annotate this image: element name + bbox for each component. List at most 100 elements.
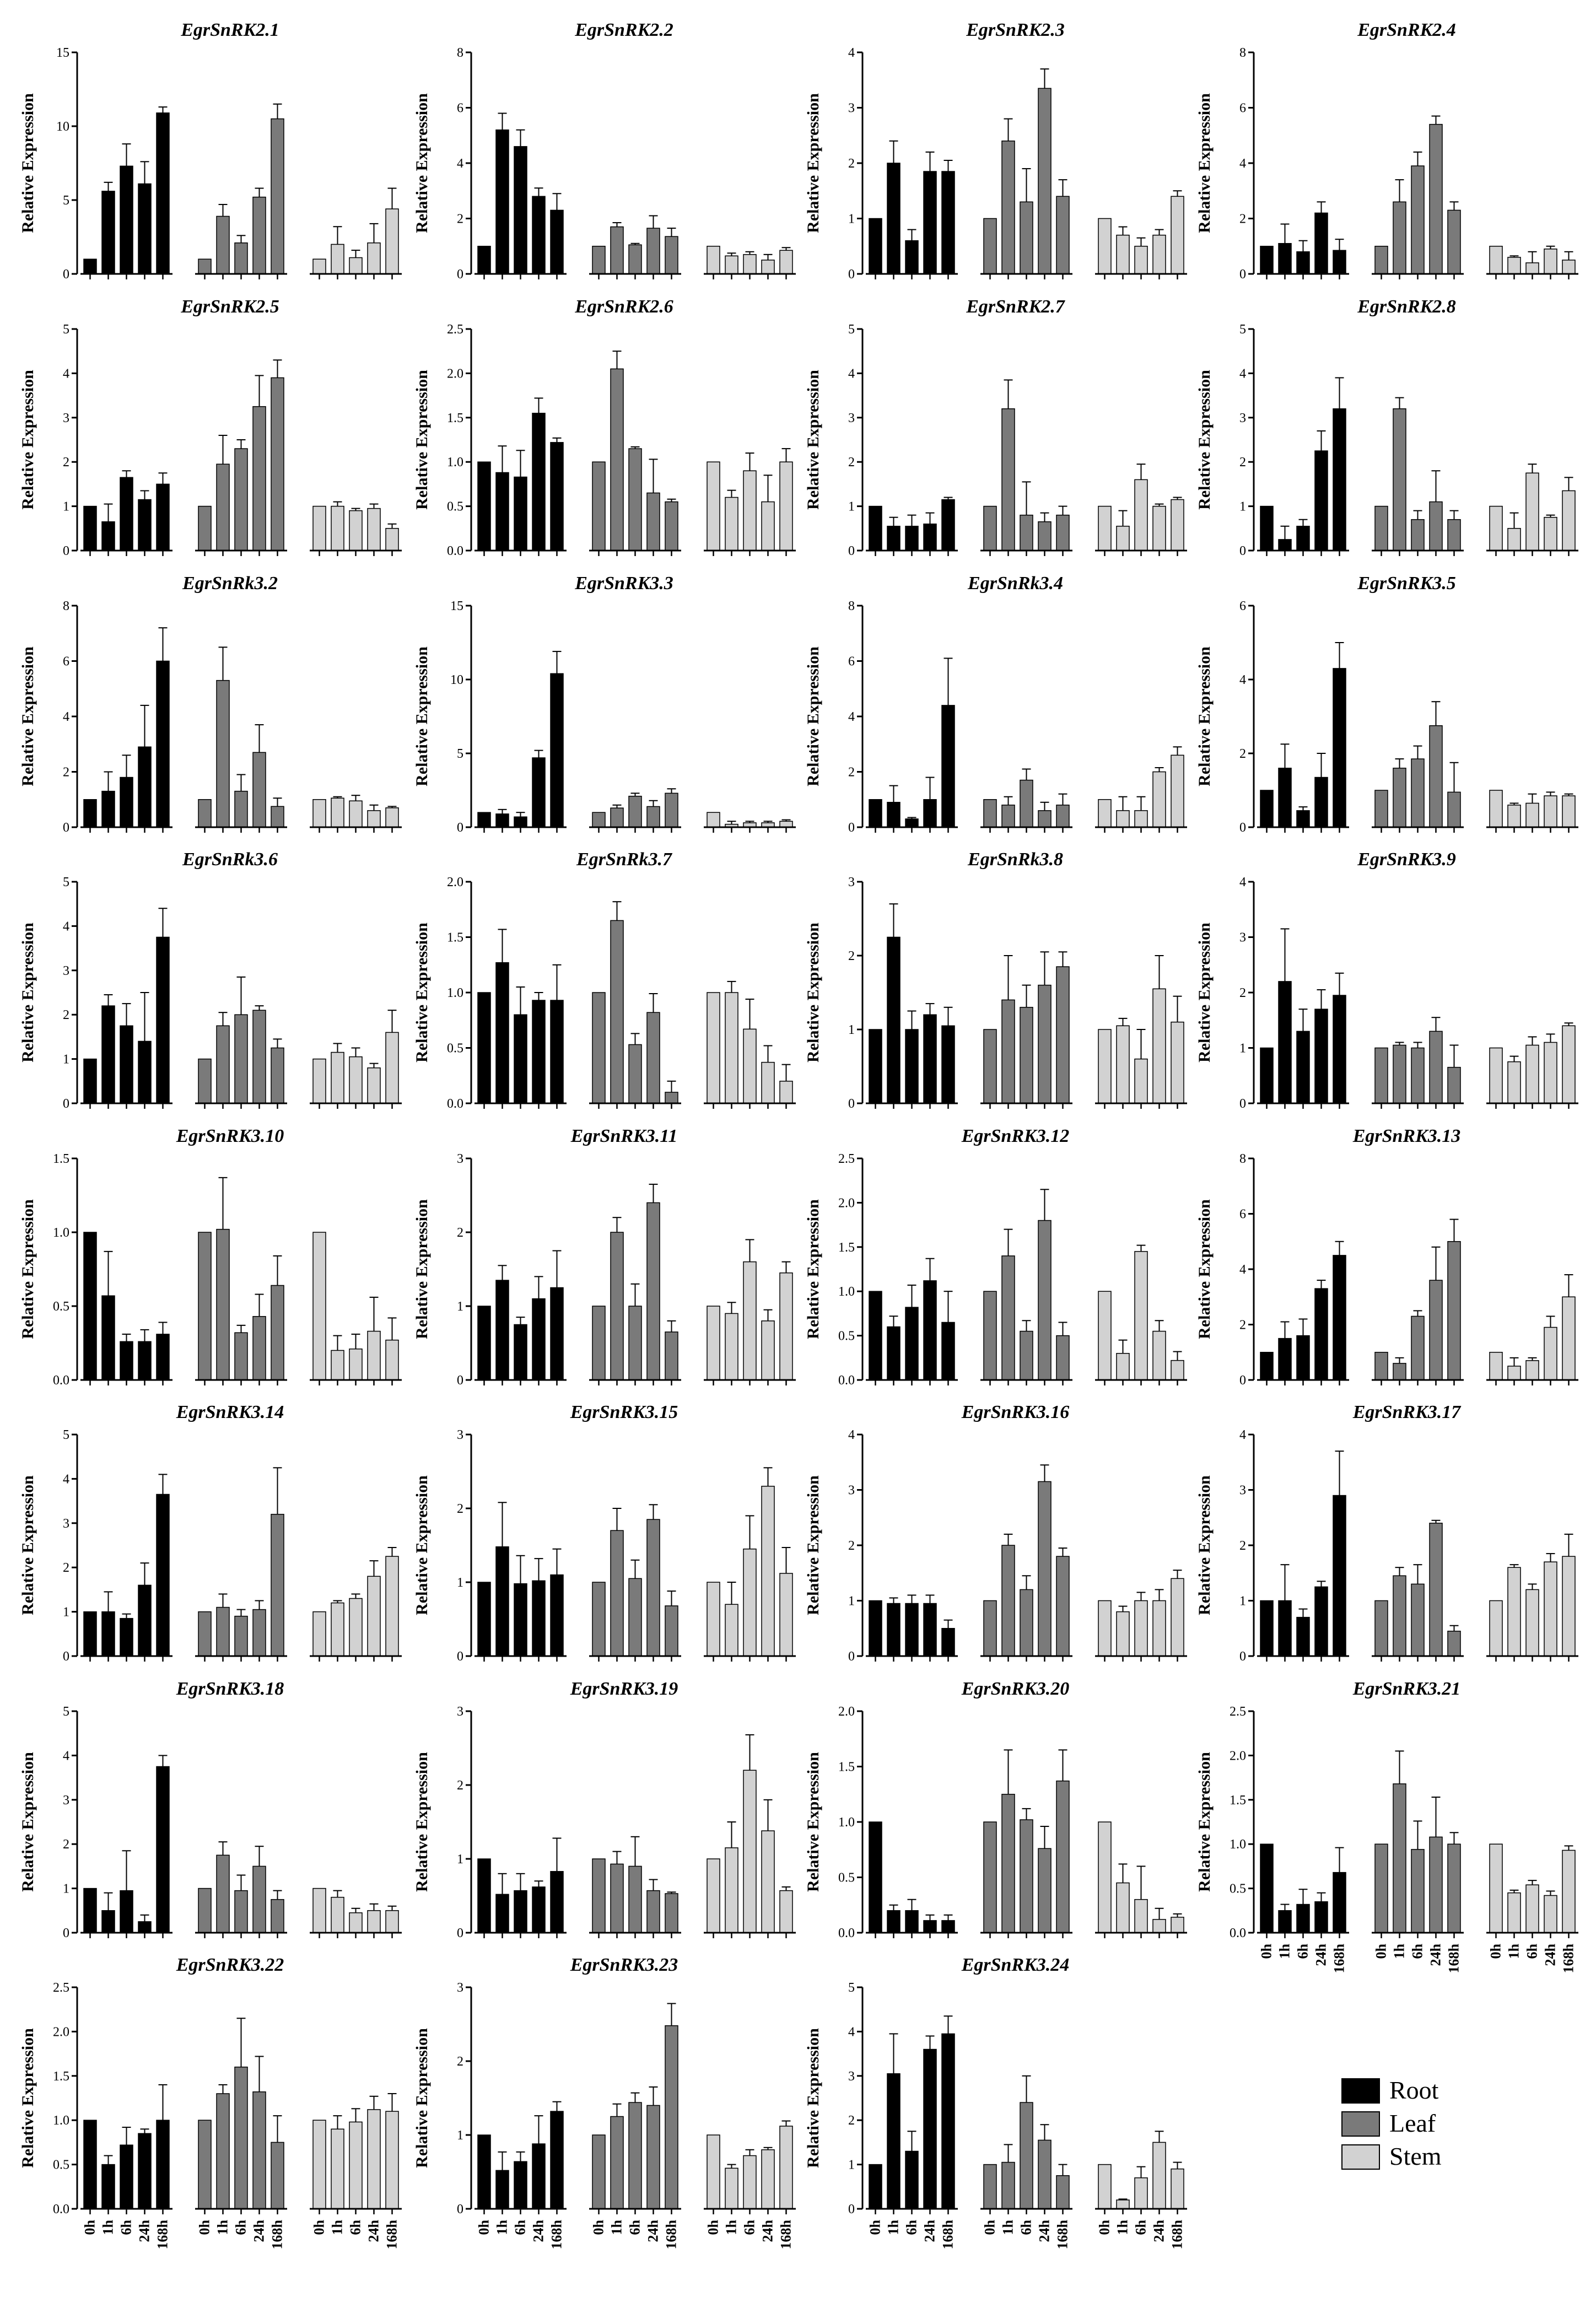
bar-leaf-6h — [1020, 514, 1033, 551]
x-tick-label: 168h — [269, 2219, 285, 2249]
bar-leaf-24h — [252, 1865, 266, 1933]
bar-stem-1h — [1116, 810, 1130, 828]
y-tick-label: 10 — [450, 673, 463, 687]
x-tick-label: 0h — [197, 2219, 213, 2235]
x-tick-label: 6h — [627, 2219, 643, 2235]
bar-stem-1h — [725, 1313, 738, 1381]
bar-root-0h — [869, 505, 882, 551]
y-tick-label: 1.5 — [838, 1760, 855, 1775]
legend-swatch-stem — [1341, 2144, 1380, 2170]
bar-root-1h — [887, 163, 901, 274]
bar-leaf-168h — [271, 377, 284, 551]
bar-root-1h — [887, 802, 901, 828]
panel-title: EgrSnRK3.22 — [176, 1955, 284, 1975]
bar-leaf-168h — [665, 1331, 678, 1381]
bar-root-24h — [532, 1000, 546, 1104]
bar-stem-24h — [761, 1486, 775, 1657]
x-tick-label: 0h — [982, 2219, 998, 2235]
bar-stem-0h — [1098, 1821, 1112, 1933]
bar-root-168h — [156, 1493, 170, 1657]
panel-title: EgrSnRK3.12 — [961, 1126, 1070, 1146]
y-tick-label: 0 — [1239, 1097, 1246, 1111]
bar-leaf-6h — [628, 1306, 642, 1381]
x-tick-label: 1h — [215, 2219, 231, 2235]
bar-leaf-24h — [646, 1012, 660, 1104]
chart-panel: EgrSnRK3.13 Relative Expression 0 2 4 6 8 — [1195, 1126, 1578, 1388]
bar-stem-6h — [1525, 1044, 1539, 1104]
panel-title: EgrSnRK3.5 — [1357, 573, 1456, 594]
bar-stem-168h — [385, 807, 399, 828]
bar-stem-6h — [1525, 802, 1539, 828]
bar-leaf-1h — [610, 226, 624, 274]
bar-root-24h — [1314, 450, 1328, 551]
y-tick-label: 5 — [63, 193, 69, 208]
bar-leaf-0h — [198, 2120, 212, 2209]
bar-leaf-6h — [628, 1044, 642, 1104]
panel-title: EgrSnRK3.16 — [961, 1402, 1070, 1422]
bar-stem-0h — [1098, 799, 1112, 828]
bar-leaf-168h — [665, 236, 678, 274]
x-tick-label: 24h — [1151, 2219, 1167, 2242]
bar-root-0h — [477, 1858, 491, 1933]
bar-stem-0h — [1098, 1029, 1112, 1104]
bar-leaf-24h — [252, 1316, 266, 1381]
x-tick-label: 1h — [1115, 2219, 1131, 2235]
y-tick-label: 0.0 — [838, 1926, 855, 1940]
x-tick-label: 168h — [549, 2219, 565, 2249]
bar-root-24h — [532, 413, 546, 551]
bar-stem-1h — [1116, 1353, 1130, 1381]
y-axis-label: Relative Expression — [19, 1199, 37, 1339]
bar-root-168h — [156, 936, 170, 1104]
bar-root-6h — [514, 1014, 527, 1104]
y-tick-label: 6 — [457, 101, 463, 116]
bar-stem-6h — [1525, 1884, 1539, 1933]
bar-root-6h — [120, 777, 133, 828]
bar-leaf-24h — [1038, 984, 1052, 1104]
bar-stem-1h — [1116, 234, 1130, 274]
bar-leaf-0h — [198, 1058, 212, 1104]
bar-stem-0h — [312, 1232, 326, 1381]
y-tick-label: 1.0 — [838, 1285, 855, 1299]
y-axis-label: Relative Expression — [413, 370, 431, 510]
bar-root-24h — [138, 1584, 152, 1657]
bar-stem-1h — [725, 992, 738, 1104]
bar-leaf-6h — [234, 1332, 248, 1381]
bar-stem-24h — [367, 2109, 381, 2209]
x-tick-label: 6h — [742, 2219, 758, 2235]
y-tick-label: 3 — [848, 2069, 855, 2084]
bar-root-168h — [941, 1322, 955, 1381]
bar-leaf-0h — [1374, 790, 1388, 828]
bar-root-1h — [1278, 242, 1292, 274]
bar-stem-6h — [1134, 1058, 1148, 1104]
bar-root-1h — [1278, 981, 1292, 1104]
chart-panel: EgrSnRK2.6 Relative Expression 0.0 0.5 1.0 1.… — [413, 296, 796, 558]
bar-root-1h — [887, 1910, 901, 1933]
bar-root-168h — [941, 1025, 955, 1104]
bar-root-1h — [887, 1603, 901, 1657]
bar-stem-168h — [385, 528, 399, 551]
bar-leaf-6h — [628, 2102, 642, 2209]
bar-leaf-0h — [592, 1858, 606, 1933]
bar-root-24h — [138, 2133, 152, 2209]
chart-panel: EgrSnRK3.22 Relative Expression 0.0 0.5 1.0 1… — [19, 1955, 402, 2249]
x-tick-label: 1h — [330, 2219, 346, 2235]
bar-stem-1h — [1116, 526, 1130, 551]
y-tick-label: 0 — [1239, 267, 1246, 282]
bar-leaf-0h — [592, 1582, 606, 1657]
y-tick-label: 0 — [848, 2202, 855, 2217]
bar-root-168h — [550, 209, 564, 274]
bar-root-0h — [1260, 1047, 1274, 1104]
bar-root-0h — [869, 1600, 882, 1657]
bar-leaf-0h — [198, 505, 212, 551]
legend-swatch-root — [1341, 2078, 1380, 2104]
bar-leaf-168h — [271, 806, 284, 828]
bar-root-24h — [532, 196, 546, 274]
x-tick-label: 0h — [1488, 1943, 1504, 1959]
bar-root-168h — [550, 1871, 564, 1933]
bar-stem-168h — [385, 208, 399, 274]
bar-root-6h — [905, 526, 919, 551]
bar-stem-1h — [1116, 1611, 1130, 1657]
bar-root-6h — [120, 1890, 133, 1933]
bar-stem-0h — [1489, 1352, 1503, 1381]
bar-stem-0h — [1489, 1843, 1503, 1933]
